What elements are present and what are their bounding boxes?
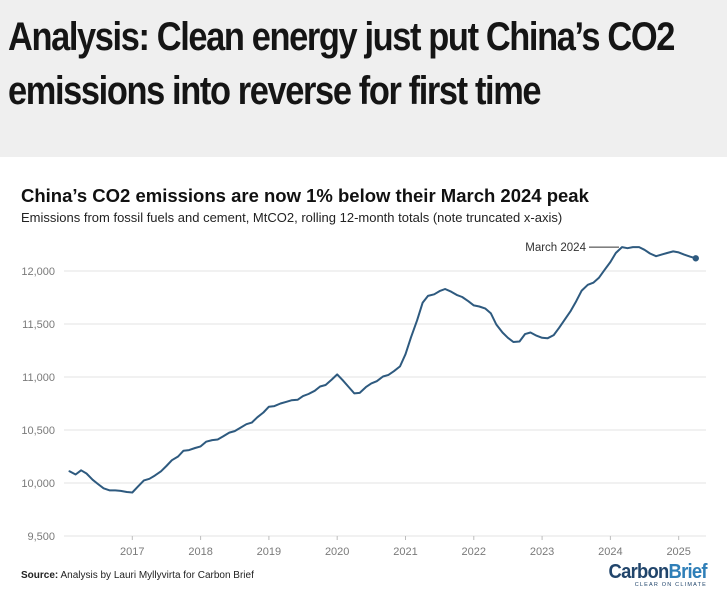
y-tick-label: 9,500 <box>27 531 55 543</box>
annotation-label: March 2024 <box>525 242 586 254</box>
x-tick-label: 2024 <box>598 546 622 558</box>
x-tick-label: 2023 <box>530 546 554 558</box>
chart-gridlines <box>64 270 706 537</box>
x-tick-label: 2020 <box>325 546 349 558</box>
x-tick-label: 2025 <box>666 546 690 558</box>
carbon-brief-logo[interactable]: CarbonBrief CLEAR ON CLIMATE <box>600 561 708 589</box>
y-tick-label: 11,500 <box>22 319 55 331</box>
x-tick-label: 2021 <box>393 546 417 558</box>
latest-point-marker <box>692 255 699 262</box>
article-headline: Analysis: Clean energy just put China’s … <box>8 15 675 113</box>
y-axis-tick-labels: 9,500 10,000 10,500 11,000 11,500 12,000 <box>21 266 55 543</box>
series-layer <box>68 246 699 494</box>
source-label: Source: <box>21 570 59 581</box>
series-line <box>68 246 697 494</box>
y-tick-label: 11,000 <box>22 372 55 384</box>
x-tick-label: 2019 <box>257 546 281 558</box>
y-tick-label: 10,000 <box>21 478 55 490</box>
y-tick-label: 10,500 <box>21 425 55 437</box>
chart-subtitle: Emissions from fossil fuels and cement, … <box>21 210 563 225</box>
chart-title: China’s CO2 emissions are now 1% below t… <box>21 185 589 206</box>
logo-tagline: CLEAR ON CLIMATE <box>634 582 707 588</box>
source-note: Source: Analysis by Lauri Myllyvirta for… <box>21 569 254 583</box>
y-tick-label: 12,000 <box>21 266 55 278</box>
x-tick-label: 2022 <box>462 546 486 558</box>
logo-wordmark: CarbonBrief <box>608 561 708 583</box>
x-tick-label: 2017 <box>120 546 144 558</box>
source-text: Analysis by Lauri Myllyvirta for Carbon … <box>60 570 254 581</box>
x-tick-label: 2018 <box>188 546 212 558</box>
headline-band <box>0 0 727 157</box>
annotation-layer: March 2024 <box>525 242 619 254</box>
x-axis-tick-labels: 2017 2018 2019 2020 2021 2022 2023 2024 2025 <box>120 536 691 558</box>
